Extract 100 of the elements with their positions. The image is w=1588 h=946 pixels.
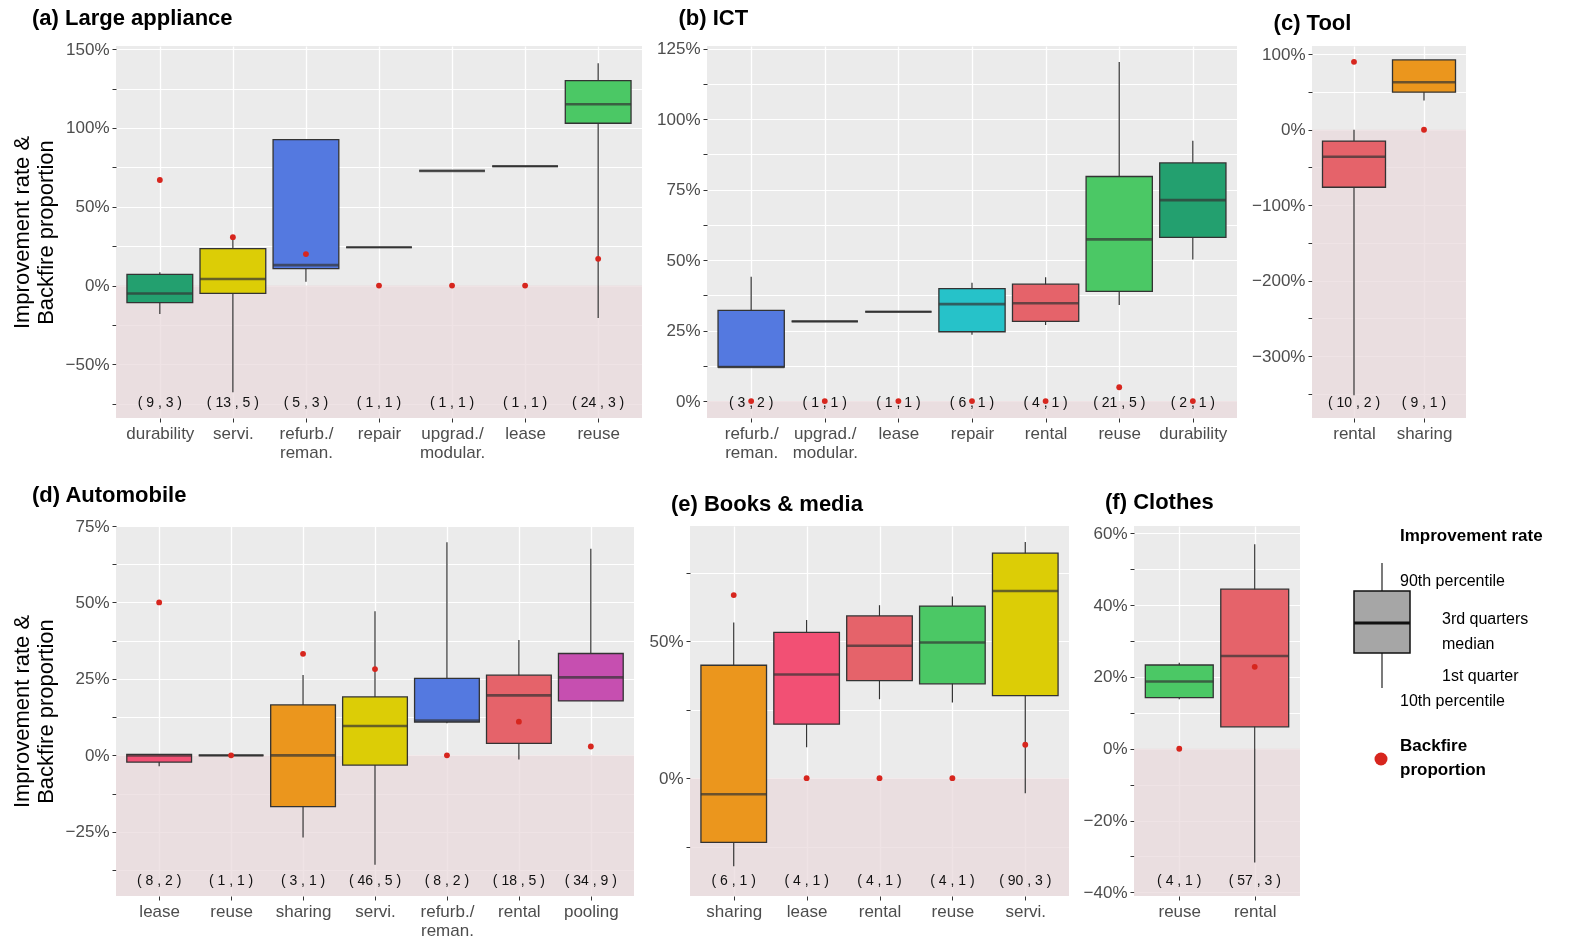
x-tick-label: repair xyxy=(950,423,995,443)
y-tick-label: 50% xyxy=(75,197,110,217)
y-tick-label: 125% xyxy=(657,39,701,59)
y-axis-title: Improvement rate & Backfire proportion xyxy=(8,135,58,330)
x-tick-label: durability xyxy=(126,423,195,443)
y-tick-label: 25% xyxy=(666,321,701,341)
point xyxy=(515,718,522,725)
x-tick-label: upgrad./ modular. xyxy=(419,423,486,462)
y-tick-label: −100% xyxy=(1252,195,1306,215)
x-tick-label: servi. xyxy=(355,901,396,921)
point xyxy=(156,599,163,606)
y-tick-label: −200% xyxy=(1252,271,1306,291)
y-tick-label: 20% xyxy=(1093,667,1128,687)
annotation: ( 90 , 3 ) xyxy=(999,872,1052,888)
text: 90th percentile xyxy=(1400,572,1505,590)
x-tick-label: rental xyxy=(1233,901,1277,921)
x-tick-label: reuse xyxy=(577,423,620,443)
text: 10th percentile xyxy=(1400,692,1505,710)
annotation: ( 5 , 3 ) xyxy=(283,394,329,410)
y-tick-label: −50% xyxy=(65,354,110,374)
chart-title: (b) ICT xyxy=(678,4,749,30)
y-tick-label: 75% xyxy=(75,516,110,536)
y-tick-label: 60% xyxy=(1093,523,1128,543)
y-tick-label: 0% xyxy=(1280,120,1306,140)
y-tick-label: 50% xyxy=(666,250,701,270)
x-tick-label: repair xyxy=(357,423,402,443)
annotation: ( 46 , 5 ) xyxy=(348,872,402,888)
y-tick-label: 25% xyxy=(75,669,110,689)
y-tick-label: 0% xyxy=(84,276,110,296)
x-tick-label: lease xyxy=(139,901,180,921)
text: median xyxy=(1442,635,1495,653)
point xyxy=(376,282,382,289)
x-tick-label: rental xyxy=(858,901,902,921)
annotation: ( 1 , 1 ) xyxy=(356,394,402,410)
y-axis-title: Improvement rate & Backfire proportion xyxy=(8,614,58,809)
x-tick-label: lease xyxy=(505,423,546,443)
y-tick-label: 100% xyxy=(657,109,701,129)
x-tick-label: rental xyxy=(1333,423,1376,443)
y-tick-label: 100% xyxy=(66,118,110,138)
annotation: ( 9 , 3 ) xyxy=(137,394,183,410)
annotation: ( 24 , 3 ) xyxy=(572,394,625,410)
x-tick-label: refurb./ reman. xyxy=(420,901,475,940)
point xyxy=(156,177,163,183)
annotation: ( 1 , 1 ) xyxy=(502,394,548,410)
x-tick-label: reuse xyxy=(210,901,253,921)
x-tick-label: durability xyxy=(1159,423,1228,443)
annotation: ( 13 , 5 ) xyxy=(206,394,259,410)
point xyxy=(1022,741,1029,748)
x-tick-label: reuse xyxy=(931,901,975,921)
annotation: ( 2 , 1 ) xyxy=(1170,394,1216,410)
y-tick-label: 50% xyxy=(75,592,110,612)
annotation: ( 9 , 1 ) xyxy=(1401,394,1447,410)
point xyxy=(803,775,810,782)
y-tick-label: −20% xyxy=(1083,811,1128,831)
y-tick-label: −25% xyxy=(65,822,110,842)
text: Improvement rate xyxy=(1400,526,1543,546)
chart-title: (c) Tool xyxy=(1273,10,1352,36)
y-tick-label: −40% xyxy=(1083,882,1128,902)
annotation: ( 18 , 5 ) xyxy=(492,872,545,888)
point xyxy=(229,234,236,241)
y-tick-label: 40% xyxy=(1093,595,1128,615)
text: 1st quarter xyxy=(1442,667,1519,685)
y-tick-label: 0% xyxy=(675,391,701,411)
point xyxy=(372,666,378,673)
annotation: ( 1 , 1 ) xyxy=(802,394,847,410)
annotation: ( 6 , 1 ) xyxy=(949,394,995,410)
x-tick-label: sharing xyxy=(275,901,332,921)
annotation: ( 6 , 1 ) xyxy=(711,872,756,888)
chart-title: (f) Clothes xyxy=(1105,489,1214,515)
chart-title: (a) Large appliance xyxy=(32,5,233,31)
point xyxy=(303,251,309,257)
x-tick-label: pooling xyxy=(563,901,619,921)
annotation: ( 21 , 5 ) xyxy=(1093,394,1146,410)
annotation: ( 34 , 9 ) xyxy=(564,872,617,888)
annotation: ( 4 , 1 ) xyxy=(930,872,975,888)
annotation: ( 1 , 1 ) xyxy=(208,872,254,888)
x-tick-label: lease xyxy=(786,901,828,921)
chart-title: (e) Books & media xyxy=(670,491,864,516)
legend-label: Backfire proportion xyxy=(1400,735,1487,781)
point xyxy=(587,743,594,750)
y-tick-label: 0% xyxy=(658,768,684,788)
y-tick-label: 0% xyxy=(1102,739,1128,759)
annotation: ( 57 , 3 ) xyxy=(1228,872,1281,888)
annotation: ( 1 , 1 ) xyxy=(429,394,475,410)
annotation: ( 4 , 1 ) xyxy=(1157,872,1202,888)
annotation: ( 10 , 2 ) xyxy=(1327,394,1381,410)
annotation: ( 3 , 2 ) xyxy=(728,394,774,410)
point xyxy=(730,592,737,598)
x-tick-label: lease xyxy=(878,423,920,443)
y-tick-label: 150% xyxy=(66,39,110,59)
annotation: ( 4 , 1 ) xyxy=(857,872,902,888)
x-tick-label: reuse xyxy=(1098,423,1141,443)
x-tick-label: rental xyxy=(1024,423,1068,443)
point xyxy=(876,775,883,782)
y-tick-label: 0% xyxy=(84,745,110,765)
x-tick-label: reuse xyxy=(1158,901,1202,921)
x-tick-label: sharing xyxy=(706,901,763,921)
x-tick-label: sharing xyxy=(1396,423,1453,443)
y-tick-label: −300% xyxy=(1252,346,1306,366)
chart-title: (d) Automobile xyxy=(32,482,187,507)
